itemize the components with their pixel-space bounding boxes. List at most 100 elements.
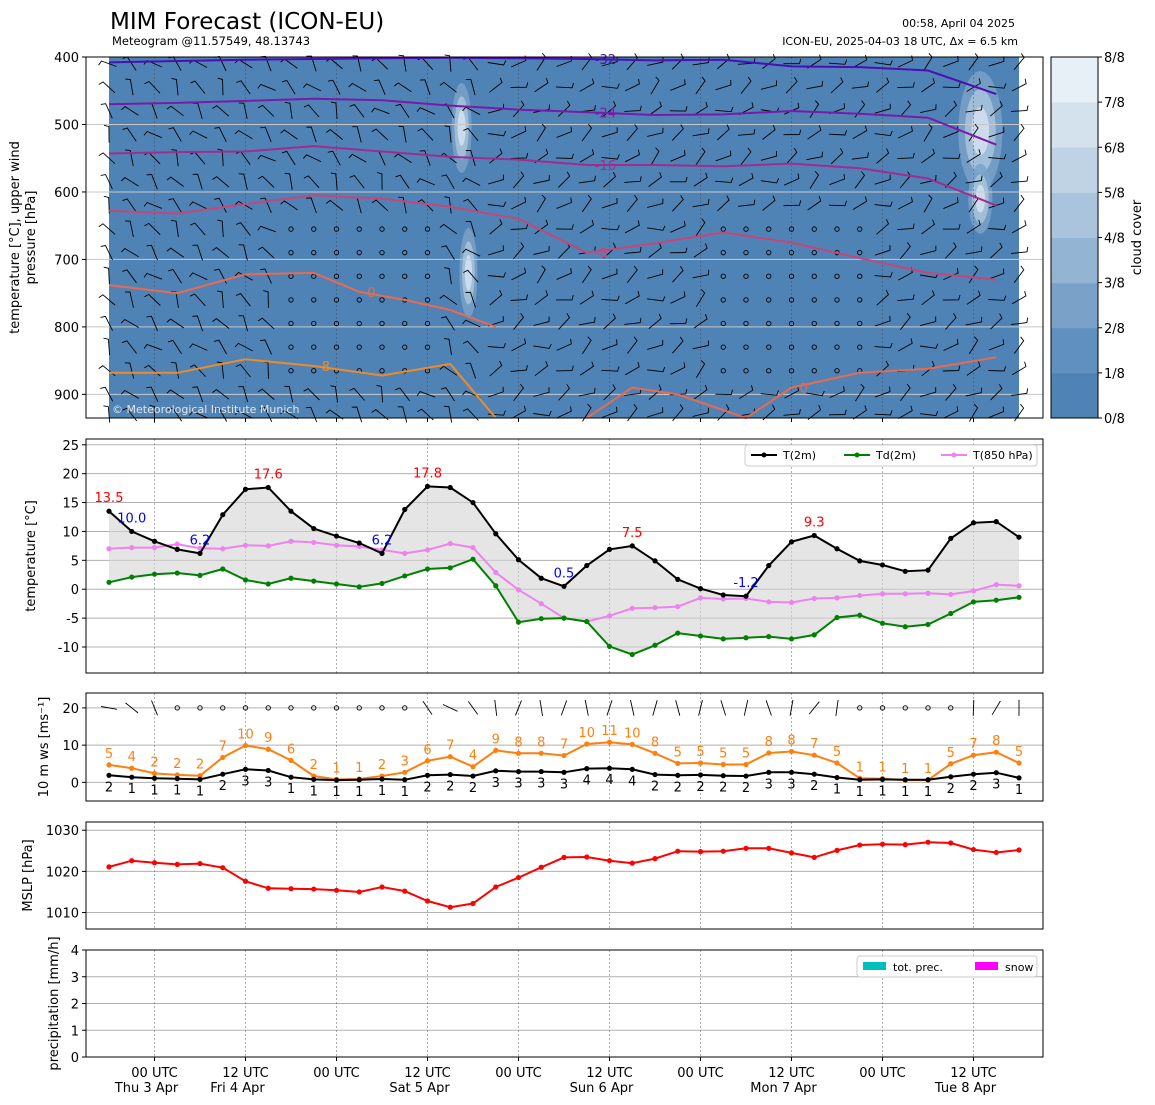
mean-wind-value-label: 2	[674, 780, 682, 795]
wind-barb	[584, 699, 589, 716]
wind-mean-point	[220, 771, 226, 777]
t2m-point	[106, 508, 112, 514]
wind-barb	[650, 147, 660, 166]
wind-barb	[716, 53, 730, 70]
wind-barb	[416, 391, 436, 398]
wind-barb	[944, 242, 957, 259]
y-axis-label: 10 m ws [ms⁻¹]	[37, 697, 52, 798]
t850-point	[652, 605, 658, 611]
wind-barb	[189, 201, 208, 210]
wind-gust-point	[265, 746, 271, 752]
wind-gust-point	[561, 752, 567, 759]
mslp-point	[697, 849, 704, 855]
wind-barb	[897, 294, 915, 302]
wind-gust-point	[402, 769, 408, 775]
wind-barb	[212, 176, 230, 188]
mean-wind-value-label: 2	[947, 782, 955, 797]
wind-barb	[920, 245, 937, 256]
issue-time: 00:58, April 04 2025	[902, 17, 1015, 30]
wind-gust-point	[220, 754, 226, 761]
wind-barb	[539, 699, 543, 716]
wind-barb	[624, 176, 642, 183]
wind-gust-point	[424, 758, 431, 764]
t2m-point	[606, 546, 613, 552]
wind-mean-point	[675, 772, 681, 778]
wind-barb	[533, 343, 552, 349]
wind-barb	[760, 80, 778, 90]
mslp-point	[948, 840, 954, 846]
wind-barb	[829, 173, 845, 186]
wind-barb-calm	[834, 297, 840, 303]
wind-barb-calm	[743, 226, 749, 232]
mean-wind-value-label: 2	[696, 780, 704, 795]
wind-barb	[536, 123, 547, 142]
legend-box	[856, 955, 1038, 978]
pressure-panel: 1010 1020 1030 MSLP [hPa]	[21, 821, 1044, 930]
mean-wind-value-label: 2	[469, 781, 477, 796]
y-axis-label: precipitation [mm/h]	[47, 936, 62, 1070]
wind-barb	[465, 220, 476, 237]
td2m-point	[402, 573, 408, 579]
wind-barb	[143, 201, 163, 209]
wind-barb	[942, 294, 961, 301]
wind-barb	[698, 699, 703, 716]
gust-value-label: 2	[378, 758, 386, 773]
x-day-label: Fri 4 Apr	[210, 1081, 265, 1096]
wind-barb-calm	[834, 344, 840, 350]
wind-barb	[851, 152, 869, 160]
wind-barb	[212, 105, 230, 117]
wind-barb	[235, 363, 251, 378]
wind-barb	[807, 54, 822, 69]
td2m-point	[561, 615, 567, 621]
wind-barb	[167, 407, 183, 422]
wind-barb	[670, 79, 686, 91]
wind-barb	[259, 339, 273, 355]
wind-barb	[830, 148, 844, 165]
wind-barb	[647, 57, 664, 66]
wind-barb-calm	[265, 705, 271, 711]
x-tick-label: 12 UTC	[404, 1066, 450, 1081]
wind-barb	[988, 56, 1005, 67]
wind-barb	[1010, 105, 1029, 112]
t850-point	[606, 613, 613, 619]
wind-barb-calm	[379, 226, 385, 232]
wind-barb	[189, 364, 206, 377]
wind-barb-calm	[356, 705, 362, 711]
wind-barb-calm	[857, 273, 863, 279]
wind-barb	[487, 130, 507, 137]
wind-barb	[98, 223, 116, 235]
t850-point	[106, 546, 112, 552]
wind-barb	[670, 220, 686, 233]
wind-mean-point	[925, 777, 931, 783]
wind-barb	[693, 172, 708, 187]
wind-barb	[626, 194, 638, 212]
mean-wind-value-label: 2	[742, 781, 750, 796]
wind-barb	[966, 361, 981, 376]
wind-barb	[966, 149, 981, 163]
wind-barb	[626, 265, 638, 283]
isotherm-label: -16	[595, 159, 616, 174]
wind-mean-point	[311, 776, 317, 783]
wind-barb	[988, 154, 1007, 160]
wind-barb	[972, 699, 975, 716]
wind-barb	[214, 126, 227, 142]
mslp-point	[379, 884, 385, 890]
wind-barb	[555, 82, 575, 89]
wind-barb	[168, 127, 182, 142]
isotherm-label: -32	[595, 53, 616, 68]
wind-barb-calm	[811, 226, 817, 232]
gust-value-label: 7	[219, 739, 227, 754]
temperature-annotation: 10.0	[117, 511, 146, 526]
wind-barb	[647, 225, 666, 231]
wind-barb	[942, 153, 961, 159]
wind-barb	[603, 171, 617, 188]
wind-mean-point	[242, 766, 249, 772]
wind-barb	[534, 290, 549, 306]
wind-barb	[510, 82, 529, 88]
isotherm-label: -8	[595, 247, 608, 262]
wind-barb	[192, 173, 203, 190]
wind-gust-point	[470, 764, 476, 770]
gust-value-label: 1	[901, 762, 909, 777]
wind-barb	[943, 338, 959, 351]
wind-barb	[189, 343, 208, 351]
